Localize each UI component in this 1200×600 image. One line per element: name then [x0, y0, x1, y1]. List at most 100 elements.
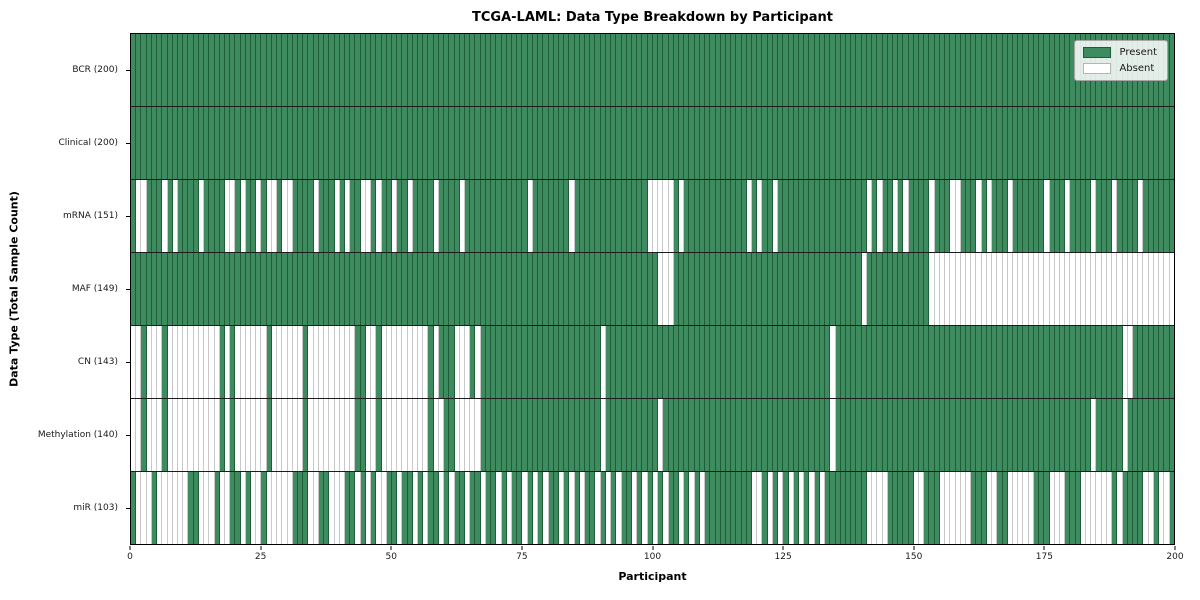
cell: [705, 34, 711, 106]
cell: [1012, 107, 1019, 179]
cell: [1028, 472, 1034, 544]
cell: [1007, 326, 1013, 398]
cell: [605, 107, 612, 179]
cell: [992, 34, 998, 106]
cell: [809, 399, 815, 471]
cell: [616, 326, 622, 398]
cell: [1091, 472, 1097, 544]
cell: [840, 399, 846, 471]
cell: [224, 107, 231, 179]
cell: [1169, 326, 1174, 398]
cell: [783, 107, 789, 179]
cell: [819, 34, 826, 106]
cell: [308, 180, 314, 252]
cell: [1164, 107, 1170, 179]
cell: [303, 34, 309, 106]
cell: [1159, 253, 1165, 325]
x-tick-label: 50: [385, 552, 397, 562]
cell: [799, 34, 805, 106]
cell: [658, 253, 664, 325]
cell: [538, 253, 544, 325]
cell: [198, 472, 205, 544]
cell: [433, 399, 439, 471]
cell: [1086, 399, 1092, 471]
cell: [976, 180, 982, 252]
x-tick-mark: [260, 546, 262, 550]
cell: [277, 326, 283, 398]
cell: [1122, 399, 1128, 471]
cell: [146, 326, 152, 398]
cell: [736, 326, 742, 398]
cell: [1106, 253, 1113, 325]
cell: [491, 34, 497, 106]
cell: [590, 180, 596, 252]
cell: [167, 180, 173, 252]
cell: [1059, 180, 1066, 252]
cell: [131, 399, 137, 471]
cell: [814, 34, 820, 106]
cell: [825, 180, 831, 252]
cell: [725, 107, 732, 179]
cell: [840, 107, 846, 179]
cell: [402, 107, 408, 179]
cell: [491, 107, 497, 179]
cell: [684, 326, 690, 398]
cell: [960, 107, 966, 179]
cell: [825, 472, 831, 544]
cell: [699, 34, 706, 106]
cell: [694, 399, 700, 471]
cell: [162, 399, 168, 471]
cell: [423, 180, 429, 252]
cell: [470, 253, 476, 325]
cell: [167, 399, 173, 471]
cell: [736, 253, 742, 325]
cell: [131, 107, 137, 179]
cell: [976, 326, 982, 398]
cell: [642, 107, 648, 179]
cell: [574, 253, 580, 325]
cell: [783, 399, 789, 471]
cell: [1033, 472, 1040, 544]
cell: [266, 253, 272, 325]
cell: [981, 472, 987, 544]
cell: [699, 472, 706, 544]
cell: [355, 253, 361, 325]
cell: [882, 399, 888, 471]
cell: [877, 253, 883, 325]
cell: [939, 180, 946, 252]
cell: [772, 34, 779, 106]
cell: [788, 399, 794, 471]
x-tick-mark: [1174, 546, 1176, 550]
cell: [945, 253, 951, 325]
cell: [517, 34, 523, 106]
cell: [569, 253, 575, 325]
cell: [198, 399, 205, 471]
cell: [204, 472, 210, 544]
cell: [1122, 326, 1128, 398]
cell: [882, 180, 888, 252]
cell: [887, 472, 893, 544]
cell: [762, 253, 768, 325]
cell: [381, 472, 387, 544]
cell: [308, 107, 314, 179]
cell: [684, 253, 690, 325]
cell: [1127, 107, 1133, 179]
cell: [919, 34, 925, 106]
cell: [950, 326, 956, 398]
cell: [355, 399, 361, 471]
cell: [480, 472, 486, 544]
cell: [647, 326, 653, 398]
cell: [402, 399, 408, 471]
cell: [224, 472, 231, 544]
cell: [1153, 472, 1160, 544]
cell: [621, 399, 627, 471]
cell: [898, 107, 904, 179]
cell: [1065, 107, 1071, 179]
cell: [1002, 472, 1008, 544]
cell: [626, 399, 632, 471]
cell: [381, 399, 387, 471]
cell: [188, 472, 194, 544]
cell: [913, 107, 920, 179]
cell: [788, 326, 794, 398]
cell: [157, 107, 163, 179]
